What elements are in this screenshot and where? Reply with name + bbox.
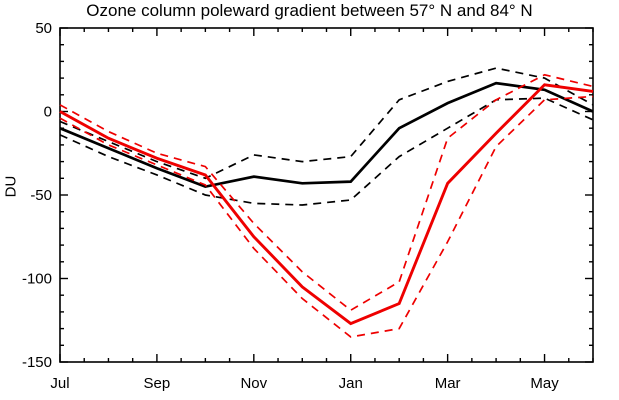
x-tick-label: Jul: [50, 375, 69, 392]
y-tick-label: 50: [35, 20, 52, 37]
series-black-upper-bound: [59, 67, 594, 180]
chart-title: Ozone column poleward gradient between 5…: [86, 1, 533, 20]
y-tick-label: 0: [44, 104, 52, 121]
y-tick-label: -50: [30, 187, 52, 204]
plot-frame: [59, 27, 594, 363]
y-tick-label: -100: [22, 271, 52, 288]
x-tick-label: Sep: [144, 375, 171, 392]
series-black-mean: [59, 81, 594, 189]
series-red-mean: [59, 83, 594, 326]
x-tick-label: May: [530, 375, 559, 392]
x-tick-label: Nov: [240, 375, 267, 392]
series-red-lower-bound: [59, 95, 594, 338]
y-tick-label: -150: [22, 354, 52, 371]
x-tick-label: Mar: [435, 375, 461, 392]
x-tick-label: Jan: [339, 375, 363, 392]
series-red-upper-bound: [59, 73, 594, 312]
